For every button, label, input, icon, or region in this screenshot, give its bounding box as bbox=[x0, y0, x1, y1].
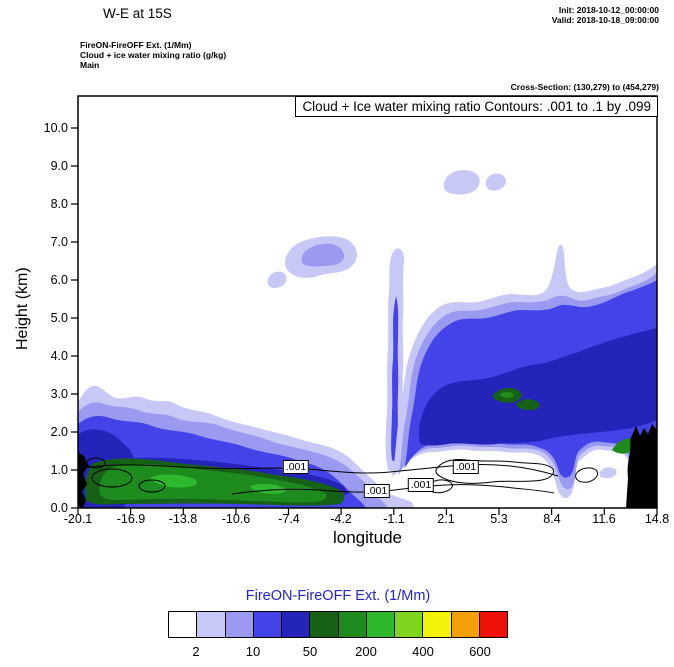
y-tick-label: 1.0 bbox=[50, 463, 68, 477]
colorbar-tick-label: 2 bbox=[192, 644, 200, 659]
y-tick-label: 10.0 bbox=[43, 121, 68, 135]
y-tick-label: 8.0 bbox=[50, 197, 68, 211]
x-tick-label: 2.1 bbox=[437, 512, 455, 526]
field-info-line-3: Main bbox=[80, 60, 100, 70]
y-tick-label: 0.0 bbox=[50, 501, 68, 515]
y-tick-label: 5.0 bbox=[50, 311, 68, 325]
colorbar-swatch bbox=[395, 612, 424, 637]
colorbar-title: FireON-FireOFF Ext. (1/Mm) bbox=[245, 588, 431, 604]
x-axis-label: longitude bbox=[332, 528, 402, 547]
colorbar-tick-label: 600 bbox=[469, 644, 491, 659]
field-info: FireON-FireOFF Ext. (1/Mm) Cloud + ice w… bbox=[80, 40, 226, 70]
contour-value-label: .001 bbox=[282, 460, 310, 474]
colorbar-tick-label: 10 bbox=[245, 644, 261, 659]
x-tick-label: -10.6 bbox=[221, 512, 251, 526]
init-timestamp: Init: 2018-10-12_00:00:00 bbox=[558, 5, 659, 15]
field-info-line-1: FireON-FireOFF Ext. (1/Mm) bbox=[80, 40, 192, 50]
x-tick-label: -16.9 bbox=[116, 512, 146, 526]
x-tick-label: -20.1 bbox=[63, 512, 93, 526]
contour-value-label: .001 bbox=[363, 484, 391, 498]
y-tick-label: 9.0 bbox=[50, 159, 68, 173]
colorbar-tick-label: 400 bbox=[412, 644, 434, 659]
colorbar-tick-label: 50 bbox=[302, 644, 318, 659]
terrain bbox=[78, 424, 657, 508]
run-times: Init: 2018-10-12_00:00:00 Valid: 2018-10… bbox=[552, 5, 659, 25]
x-tick-label: 14.8 bbox=[644, 512, 670, 526]
colorbar-tick-label: 200 bbox=[355, 644, 377, 659]
colorbar-swatch bbox=[366, 612, 395, 637]
filled-contours bbox=[78, 170, 657, 508]
contour-value-label: .001 bbox=[452, 460, 480, 474]
colorbar-swatch bbox=[423, 612, 452, 637]
colorbar-swatch bbox=[197, 612, 226, 637]
contour-value-label: .001 bbox=[407, 478, 435, 492]
y-tick-label: 7.0 bbox=[50, 235, 68, 249]
colorbar-swatch bbox=[451, 612, 480, 637]
plot-title: W-E at 15S bbox=[103, 6, 172, 21]
colorbar-swatch bbox=[338, 612, 367, 637]
y-axis-label: Height (km) bbox=[14, 267, 31, 350]
field-info-line-2: Cloud + ice water mixing ratio (g/kg) bbox=[80, 50, 227, 60]
x-tick-label: 5.3 bbox=[490, 512, 508, 526]
y-axis-tick-marks bbox=[71, 127, 78, 509]
colorbar-swatch bbox=[310, 612, 339, 637]
x-tick-label: 8.4 bbox=[543, 512, 561, 526]
colorbar-swatch bbox=[169, 612, 198, 637]
colorbar bbox=[168, 611, 508, 638]
x-tick-label: -4.2 bbox=[330, 512, 352, 526]
colorbar-swatch bbox=[282, 612, 311, 637]
colorbar-swatch bbox=[479, 612, 507, 637]
contour-note-box: Cloud + Ice water mixing ratio Contours:… bbox=[295, 96, 658, 117]
x-tick-label: -1.1 bbox=[383, 512, 405, 526]
x-tick-label: -7.4 bbox=[278, 512, 300, 526]
x-tick-label: 11.6 bbox=[592, 512, 616, 526]
cross-section-info: Cross-Section: (130,279) to (454,279) bbox=[510, 82, 659, 92]
colorbar-swatch bbox=[253, 612, 282, 637]
colorbar-swatch bbox=[225, 612, 254, 637]
y-tick-label: 2.0 bbox=[50, 425, 68, 439]
valid-timestamp: Valid: 2018-10-18_09:00:00 bbox=[551, 15, 659, 25]
y-tick-label: 6.0 bbox=[50, 273, 68, 287]
x-tick-label: -13.8 bbox=[168, 512, 198, 526]
x-axis-tick-marks bbox=[77, 508, 658, 515]
y-tick-label: 3.0 bbox=[50, 387, 68, 401]
y-tick-label: 4.0 bbox=[50, 349, 68, 363]
